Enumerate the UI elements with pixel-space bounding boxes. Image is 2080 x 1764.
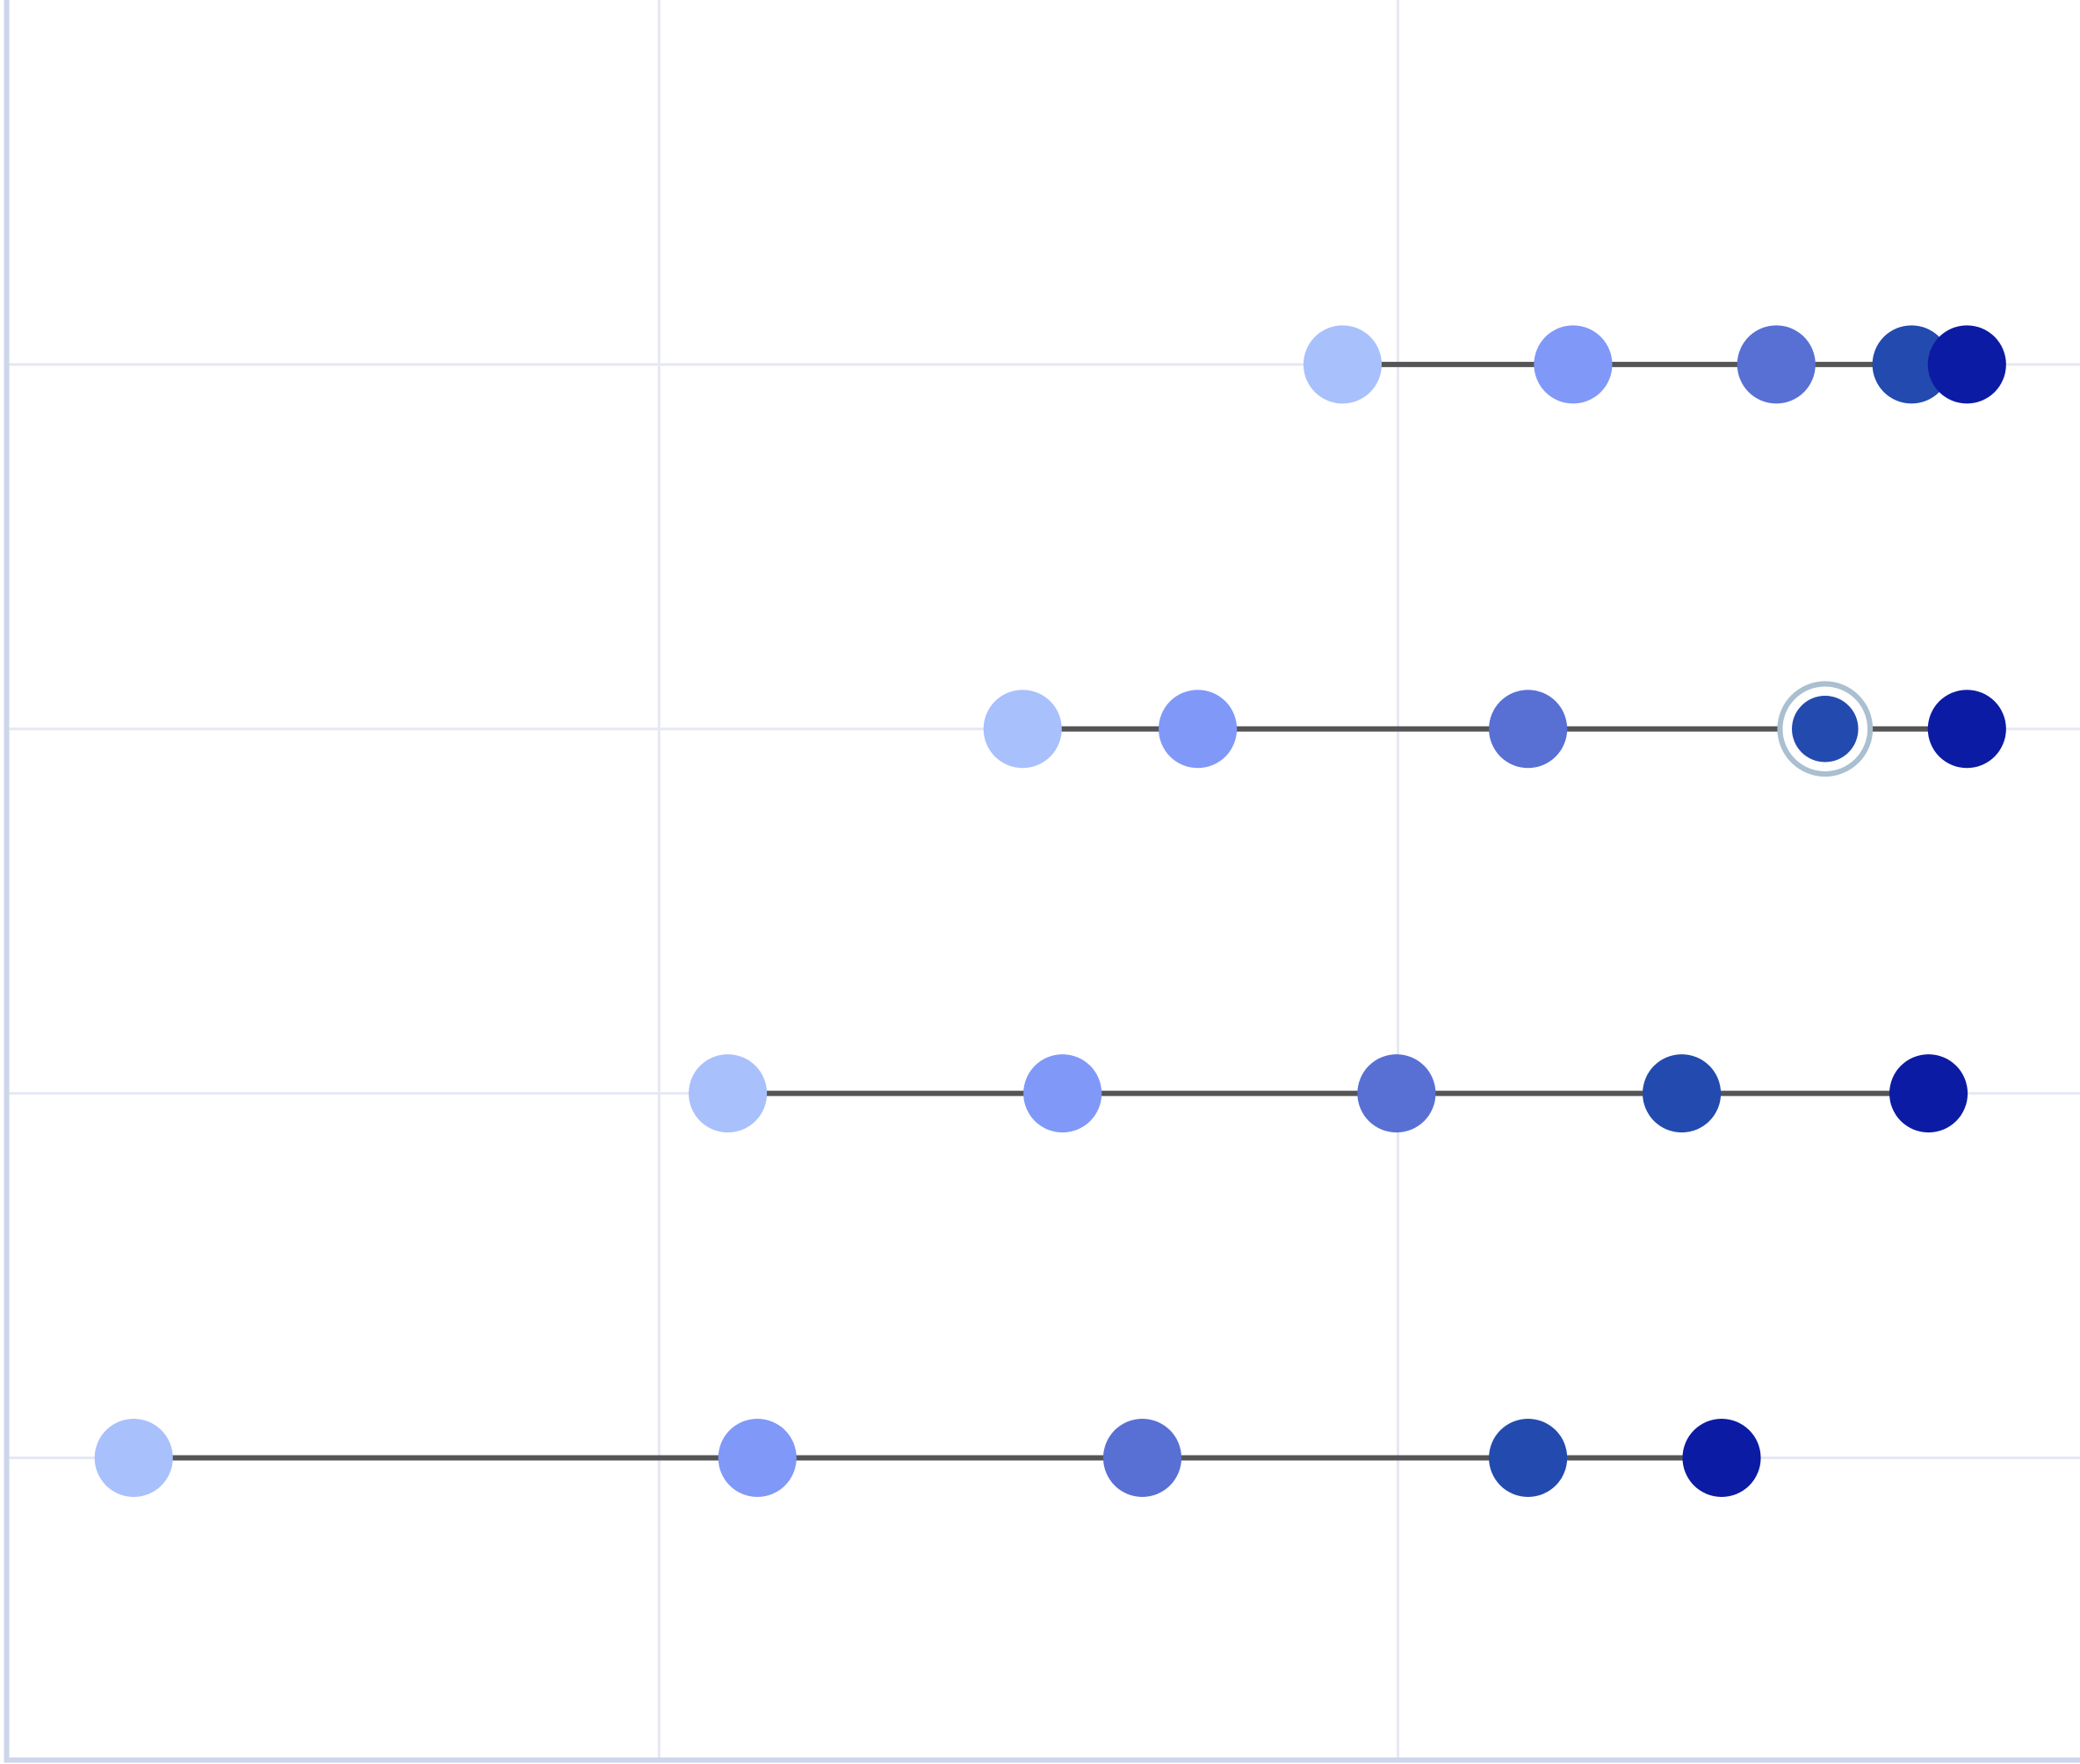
data-point-highlighted bbox=[1792, 696, 1859, 763]
data-point bbox=[1489, 690, 1568, 769]
data-point bbox=[1927, 690, 2006, 769]
data-point bbox=[1102, 1418, 1182, 1498]
data-point bbox=[1682, 1418, 1761, 1498]
data-point bbox=[94, 1418, 173, 1498]
data-point bbox=[1737, 325, 1816, 404]
data-point bbox=[1489, 1418, 1568, 1498]
data-point bbox=[1643, 1054, 1722, 1133]
data-point bbox=[1889, 1054, 1968, 1133]
data-point bbox=[1534, 325, 1613, 404]
data-point bbox=[718, 1418, 797, 1498]
data-point bbox=[1357, 1054, 1436, 1133]
data-point bbox=[1159, 690, 1238, 769]
data-point bbox=[1023, 1054, 1102, 1133]
data-point bbox=[983, 690, 1062, 769]
data-point bbox=[1872, 325, 1951, 404]
data-point bbox=[689, 1054, 768, 1133]
data-point bbox=[1927, 325, 2006, 404]
data-point bbox=[1303, 325, 1383, 404]
